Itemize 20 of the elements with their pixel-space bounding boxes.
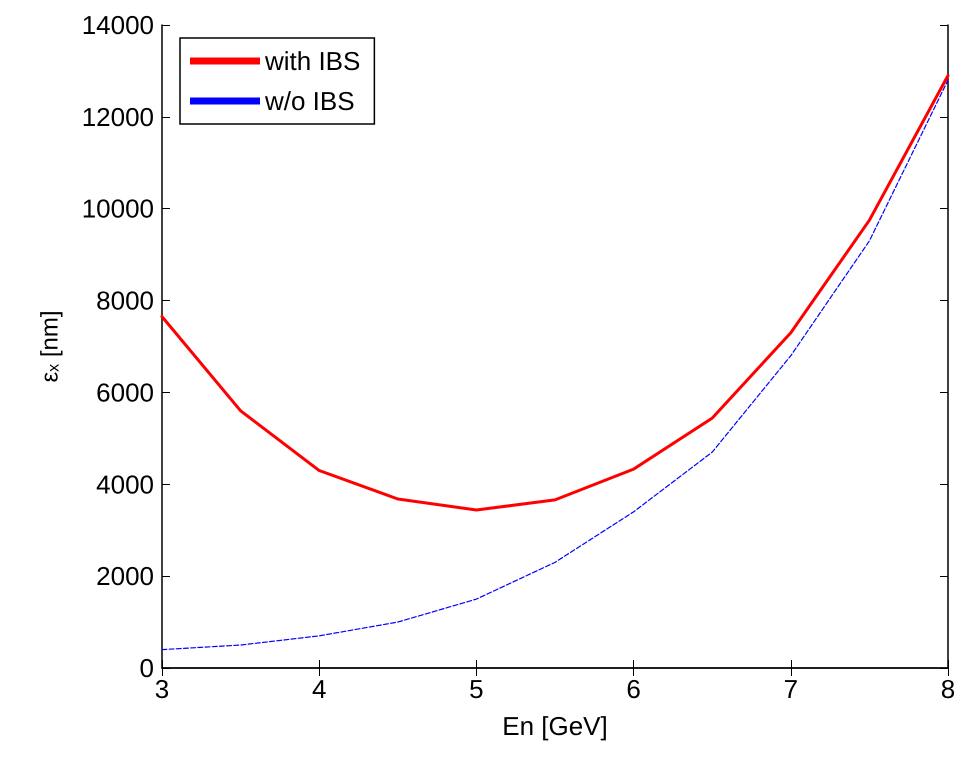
x-tick-label: 8	[940, 674, 956, 704]
x-tick-label: 3	[154, 674, 170, 704]
y-axis-title: εx [nm]	[36, 310, 64, 383]
legend-label: with IBS	[264, 46, 360, 76]
line-series	[160, 74, 950, 512]
y-tick-label: 6000	[96, 377, 154, 408]
y-tick-label: 10000	[82, 194, 154, 224]
y-tick-label: 0	[140, 653, 154, 683]
x-tick-label: 4	[312, 674, 326, 704]
x-tick-label: 5	[469, 674, 484, 704]
y-tick-label: 2000	[96, 561, 154, 592]
y-tick-label: 4000	[96, 469, 154, 500]
y-tick-label: 14000	[82, 10, 154, 40]
y-tick-label: 12000	[82, 102, 154, 132]
line-series	[161, 80, 949, 650]
x-axis-title: En [GeV]	[502, 711, 608, 741]
legend-label: w/o IBS	[264, 86, 355, 116]
x-tick-label: 7	[784, 674, 798, 704]
x-tick-label: 6	[626, 674, 641, 704]
y-tick-label: 8000	[96, 286, 154, 316]
